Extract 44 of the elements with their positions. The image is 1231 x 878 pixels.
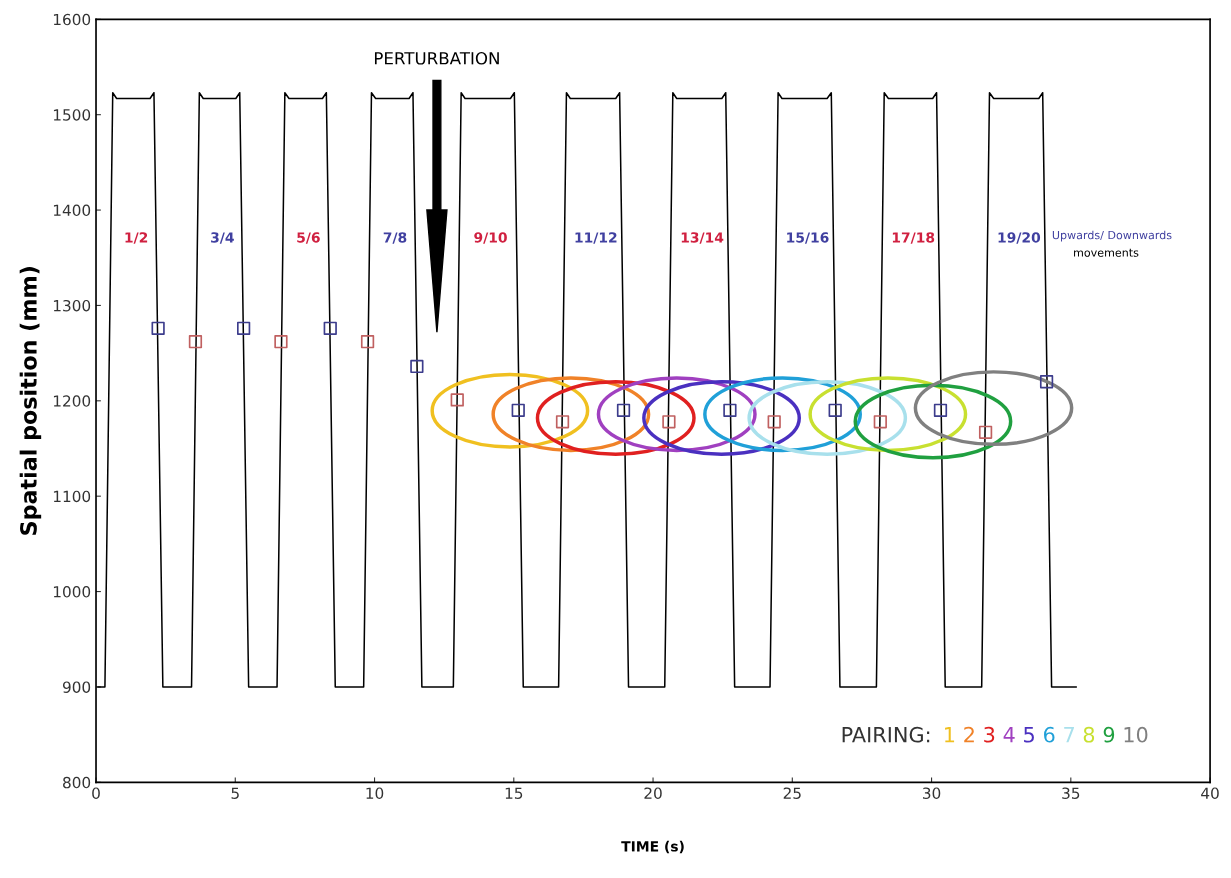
y-axis-title: Spatial position (mm) (19, 267, 42, 535)
annotation: 19/20 (998, 232, 1041, 244)
annotation: Upwards/ Downwards (1052, 230, 1172, 242)
x-axis-title: TIME (s) (621, 840, 684, 854)
y-tick-label: 1200 (53, 395, 91, 407)
annotation: 9/10 (474, 232, 507, 244)
x-tick-label: 30 (923, 787, 941, 799)
annotation: movements (1074, 248, 1139, 257)
annotation: PERTURBATION (374, 51, 499, 65)
annotation: 17/18 (892, 232, 935, 244)
x-tick-label: 40 (1201, 787, 1219, 799)
annotation: 5/6 (297, 232, 320, 244)
legend-label: 3 (984, 726, 995, 743)
legend-label: 2 (964, 726, 974, 743)
legend-label: 5 (1024, 727, 1034, 743)
legend-label: 6 (1044, 726, 1055, 743)
y-tick-label: 1500 (53, 109, 91, 121)
x-tick-label: 10 (366, 787, 384, 799)
y-tick-label: 1000 (53, 586, 91, 598)
x-tick-label: 5 (231, 787, 239, 799)
annotation: PAIRING: (842, 726, 930, 743)
y-tick-label: 1600 (53, 13, 91, 26)
annotation: 3/4 (211, 232, 234, 244)
legend-label: 1 (945, 727, 955, 743)
legend-label: 10 (1124, 726, 1148, 743)
annotation: 11/12 (575, 232, 617, 244)
y-tick-label: 900 (62, 681, 91, 693)
x-tick-label: 25 (783, 787, 801, 799)
annotation: 13/14 (681, 232, 724, 244)
x-tick-label: 20 (644, 787, 662, 799)
y-tick-label: 800 (63, 776, 91, 789)
annotation: 15/16 (787, 232, 829, 244)
y-tick-label: 1400 (53, 204, 91, 217)
legend-label: 9 (1103, 726, 1115, 743)
legend-label: 7 (1064, 727, 1074, 743)
x-tick-label: 35 (1062, 787, 1080, 799)
annotation: 7/8 (383, 232, 407, 244)
annotation: 1/2 (125, 232, 148, 244)
y-tick-label: 1100 (53, 490, 91, 503)
x-tick-label: 0 (92, 787, 100, 799)
legend-label: 4 (1003, 727, 1015, 743)
x-tick-label: 15 (505, 787, 523, 799)
legend-label: 8 (1083, 726, 1095, 743)
y-tick-label: 1300 (53, 299, 91, 312)
